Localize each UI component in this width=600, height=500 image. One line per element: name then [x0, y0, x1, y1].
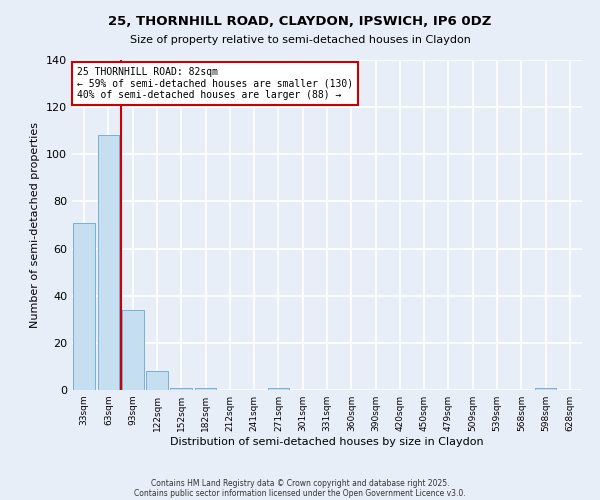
Bar — [73, 222, 95, 390]
Text: 25, THORNHILL ROAD, CLAYDON, IPSWICH, IP6 0DZ: 25, THORNHILL ROAD, CLAYDON, IPSWICH, IP… — [109, 15, 491, 28]
Bar — [170, 388, 192, 390]
Bar — [122, 310, 143, 390]
Bar — [146, 371, 168, 390]
Bar — [97, 136, 119, 390]
Text: Size of property relative to semi-detached houses in Claydon: Size of property relative to semi-detach… — [130, 35, 470, 45]
Text: 25 THORNHILL ROAD: 82sqm
← 59% of semi-detached houses are smaller (130)
40% of : 25 THORNHILL ROAD: 82sqm ← 59% of semi-d… — [77, 66, 353, 100]
Text: Contains HM Land Registry data © Crown copyright and database right 2025.: Contains HM Land Registry data © Crown c… — [151, 478, 449, 488]
Bar — [535, 388, 556, 390]
Y-axis label: Number of semi-detached properties: Number of semi-detached properties — [31, 122, 40, 328]
X-axis label: Distribution of semi-detached houses by size in Claydon: Distribution of semi-detached houses by … — [170, 437, 484, 447]
Text: Contains public sector information licensed under the Open Government Licence v3: Contains public sector information licen… — [134, 488, 466, 498]
Bar — [268, 388, 289, 390]
Bar — [194, 388, 217, 390]
